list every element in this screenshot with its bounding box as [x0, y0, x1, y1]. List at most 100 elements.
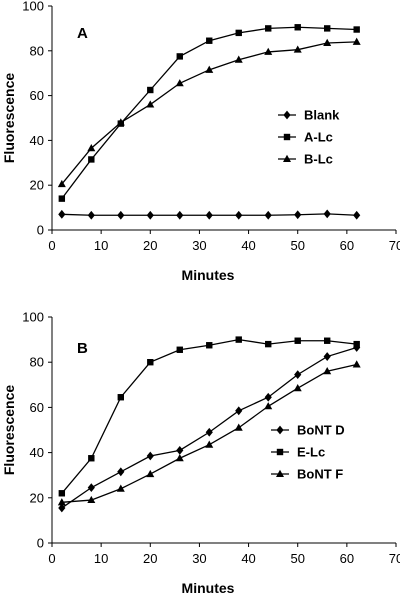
x-tick-label: 10	[94, 238, 108, 253]
y-tick-label: 40	[30, 445, 44, 460]
data-point	[58, 209, 66, 219]
legend-item: BoNT F	[271, 467, 343, 482]
data-point	[146, 469, 155, 478]
data-point	[117, 394, 124, 401]
data-point	[176, 445, 184, 455]
data-point	[58, 195, 66, 202]
data-point	[175, 454, 184, 462]
x-tick-label: 0	[48, 551, 55, 566]
series-bont-f	[57, 360, 361, 506]
data-point	[88, 156, 95, 163]
data-point	[353, 340, 360, 348]
data-point	[87, 483, 95, 493]
data-point	[264, 392, 272, 402]
y-tick-label: 20	[30, 178, 44, 193]
legend-marker	[283, 154, 291, 162]
data-point	[323, 38, 332, 46]
data-point	[87, 144, 96, 152]
legend-label: Blank	[304, 108, 340, 123]
data-point	[206, 37, 213, 44]
data-point	[324, 25, 331, 32]
data-point	[294, 210, 302, 220]
data-point	[235, 406, 243, 416]
y-tick-label: 100	[22, 310, 44, 325]
data-point	[205, 210, 213, 220]
y-axis-label: Fluorescence	[1, 385, 17, 475]
legend-marker	[276, 469, 284, 477]
legend-item: B-Lc	[278, 152, 333, 167]
data-point	[176, 346, 183, 353]
data-point	[353, 210, 361, 220]
data-point	[117, 467, 125, 477]
legend-item: BoNT D	[271, 423, 345, 438]
data-point	[58, 490, 66, 497]
legend-label: E-Lc	[297, 445, 325, 460]
data-point	[235, 29, 242, 37]
data-point	[205, 65, 214, 73]
data-point	[57, 179, 66, 188]
data-point	[146, 100, 155, 108]
data-point	[88, 455, 95, 462]
y-tick-label: 20	[30, 490, 44, 505]
data-point	[146, 210, 154, 220]
x-tick-label: 0	[48, 238, 55, 253]
series-bont-d	[58, 343, 361, 513]
x-tick-label: 30	[192, 551, 206, 566]
y-tick-label: 0	[37, 223, 44, 238]
data-point	[293, 45, 302, 53]
legend-marker	[283, 110, 291, 120]
data-point	[58, 503, 66, 513]
data-point	[146, 451, 154, 461]
legend-marker	[283, 133, 291, 141]
data-point	[234, 423, 243, 431]
y-tick-label: 80	[30, 355, 44, 370]
x-tick-label: 20	[143, 238, 157, 253]
x-tick-label: 60	[340, 238, 354, 253]
legend-label: A-Lc	[304, 130, 333, 145]
data-point	[264, 47, 273, 55]
data-point	[205, 427, 213, 437]
x-tick-label: 40	[241, 551, 255, 566]
legend-marker	[276, 448, 284, 456]
data-point	[57, 498, 66, 506]
panel-label: B	[77, 340, 88, 357]
series-b-lc	[57, 37, 361, 188]
x-tick-label: 50	[290, 551, 304, 566]
data-point	[87, 210, 95, 220]
x-tick-label: 70	[389, 238, 400, 253]
data-point	[265, 340, 272, 348]
legend-item: E-Lc	[271, 445, 325, 460]
data-point	[206, 342, 213, 349]
data-point	[87, 495, 96, 504]
data-point	[264, 402, 273, 410]
x-axis-label: Minutes	[182, 267, 235, 283]
data-point	[323, 352, 331, 361]
data-point	[235, 210, 243, 220]
data-point	[235, 336, 242, 343]
data-point	[147, 359, 154, 366]
chart-panel-b: 0 20 40 60 80 100 0 10 20 30 40 50 60 70 Minutes Fluore…	[1, 310, 400, 597]
legend-item: A-Lc	[278, 130, 333, 145]
y-tick-label: 60	[30, 400, 44, 415]
series-e-lc	[58, 336, 360, 497]
legend-item: Blank	[278, 108, 340, 123]
legend-label: B-Lc	[304, 152, 333, 167]
y-tick-label: 0	[37, 536, 44, 551]
data-point	[234, 55, 243, 63]
legend-label: BoNT F	[297, 467, 343, 482]
chart-panel-a: 0 20 40 60 80 100 0 10 20 30 40 50 60 70 Minutes Fluore…	[1, 0, 400, 283]
y-tick-label: 60	[30, 88, 44, 103]
data-point	[352, 360, 361, 368]
data-point	[324, 337, 331, 344]
panel-label: A	[77, 25, 88, 42]
data-point	[294, 370, 302, 380]
y-axis-label: Fluorescence	[1, 73, 17, 163]
legend-label: BoNT D	[297, 423, 345, 438]
x-axis-label: Minutes	[182, 580, 235, 596]
data-point	[264, 210, 272, 220]
data-point	[294, 24, 301, 31]
data-point	[147, 86, 154, 94]
y-tick-label: 80	[30, 43, 44, 58]
x-tick-label: 10	[94, 551, 108, 566]
